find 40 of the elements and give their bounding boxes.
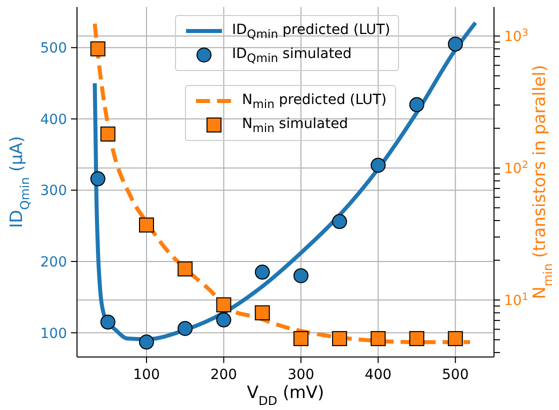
point [409,97,424,112]
point [178,261,193,276]
point [100,126,116,142]
point [293,268,308,284]
point [139,218,154,233]
y2-tick-label: 10$^{3}$ [504,28,528,46]
point [448,36,463,52]
point [90,41,106,56]
y2-tick-label: 10$^{1}$ [504,292,528,310]
point [216,297,232,312]
point [332,331,348,346]
x-axis-title: V$_{DD}$ (mV) [246,383,324,408]
point [139,334,154,350]
x-tick-label: 500 [442,367,469,383]
legend-label: ID$_{Qmin}$ simulated [232,46,352,64]
point [409,331,424,346]
y-tick-label: 300 [40,183,67,200]
point [254,264,270,280]
x-tick-label: 300 [288,367,314,383]
point [448,331,463,346]
point [293,331,308,346]
point [370,331,386,346]
x-tick-label: 200 [210,367,238,383]
y-tick-label: 500 [40,40,67,57]
legend-label: N$_{min}$ predicted (LUT) [242,92,387,110]
y-tick-label: 200 [40,254,67,270]
point [254,305,270,320]
point [332,214,348,230]
x-tick-label: 400 [364,367,392,383]
point [370,158,386,173]
point [178,320,193,336]
y-tick-label: 100 [40,326,67,342]
x-tick-label: 100 [133,367,160,383]
point [216,312,232,328]
point [90,171,106,186]
legend-label: ID$_{Qmin}$ predicted (LUT) [232,22,390,40]
y2-tick-label: 10$^{2}$ [504,160,528,178]
point [100,314,116,330]
y-tick-label: 400 [40,112,67,128]
legend-label: N$_{min}$ simulated [242,116,348,134]
